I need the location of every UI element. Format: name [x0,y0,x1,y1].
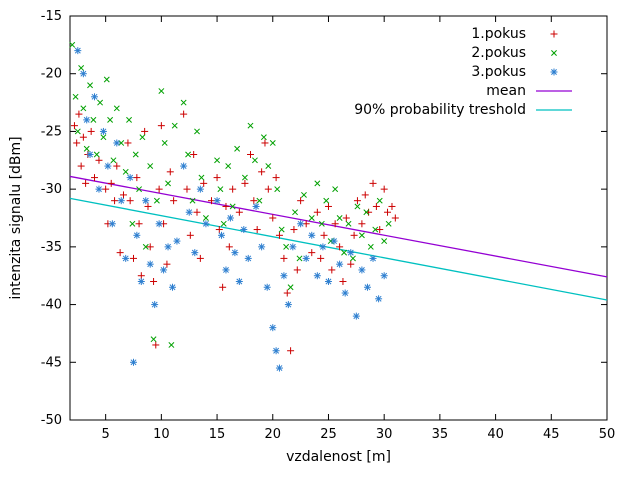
y-tick-label: -15 [41,9,62,24]
y-tick-label: -30 [41,182,62,197]
y-axis-title: intenzita signalu [dBm] [8,136,24,300]
series-2.pokus [69,41,392,348]
x-tick-label: 15 [209,427,226,442]
trend-line-0 [69,175,608,278]
x-tick-label: 30 [376,427,393,442]
x-tick-label: 5 [102,427,110,442]
trend-line-1 [69,197,608,301]
y-tick-label: -40 [41,298,62,313]
legend-item-2pokus: 2.pokus [354,43,574,62]
x-tick-label: 25 [320,427,337,442]
plus-marker-icon [534,27,574,41]
legend-label: 90% probability treshold [354,101,526,118]
legend: 1.pokus 2.pokus 3.pokus mean 90% probabi… [354,24,574,119]
axis-ticks: 5 10 15 20 25 30 35 40 45 50 -50 -45 -40 -35 -30 -25 -20… [41,9,616,442]
y-tick-label: -20 [41,67,62,82]
y-tick-label: -45 [41,355,62,370]
x-axis-title: vzdalenost [m] [286,449,391,465]
treshold-line-sample [534,103,574,117]
plot-border [69,15,608,421]
cross-marker-icon [534,46,574,60]
legend-item-3pokus: 3.pokus [354,62,574,81]
legend-label: 2.pokus [471,44,526,61]
y-tick-label: -35 [41,240,62,255]
legend-item-1pokus: 1.pokus [354,24,574,43]
x-tick-label: 10 [153,427,170,442]
mean-line-sample [534,84,574,98]
y-tick-label: -50 [41,413,62,428]
x-tick-label: 20 [264,427,281,442]
legend-label: 3.pokus [471,63,526,80]
legend-label: 1.pokus [471,25,526,42]
x-tick-label: 40 [487,427,504,442]
x-tick-label: 45 [543,427,560,442]
legend-label: mean [486,82,526,99]
x-tick-label: 35 [432,427,449,442]
asterisk-marker-icon [534,65,574,79]
legend-item-mean: mean [354,81,574,100]
series-1.pokus [70,110,399,355]
legend-item-treshold: 90% probability treshold [354,100,574,119]
x-tick-label: 50 [599,427,616,442]
y-tick-label: -25 [41,124,62,139]
series-3.pokus [74,47,388,372]
